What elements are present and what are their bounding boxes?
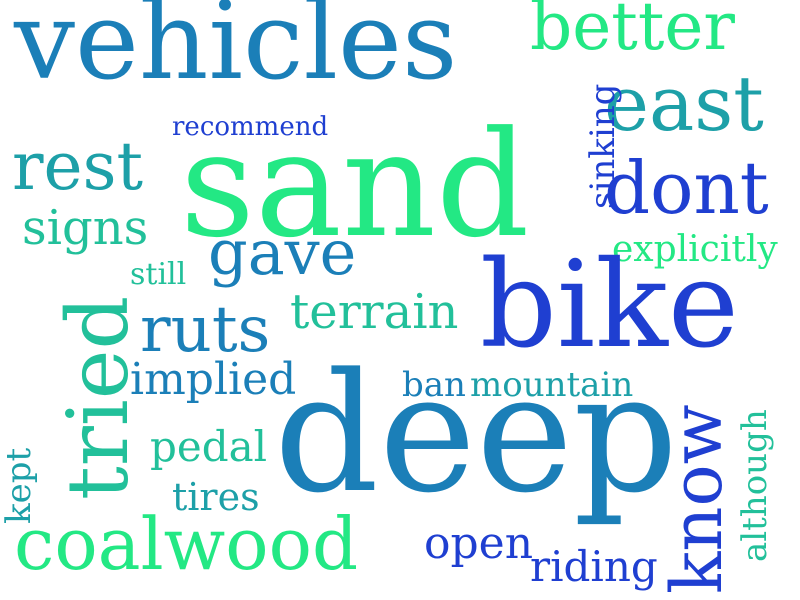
word-implied: implied [130, 354, 297, 405]
word-pedal: pedal [150, 422, 268, 471]
word-riding: riding [530, 542, 658, 591]
word-signs: signs [22, 200, 149, 256]
word-mountain: mountain [470, 365, 634, 405]
word-tried: tried [49, 295, 147, 500]
word-explicitly: explicitly [612, 229, 778, 270]
word-rest: rest [12, 128, 144, 205]
word-know: know [656, 404, 738, 594]
word-sand: sand [180, 100, 530, 270]
word-tires: tires [172, 475, 260, 519]
word-dont: dont [604, 146, 769, 230]
word-still: still [130, 257, 187, 292]
word-ban: ban [402, 365, 466, 405]
word-vehicles: vehicles [14, 0, 458, 104]
word-open: open [424, 518, 534, 569]
word-ruts: ruts [140, 293, 271, 367]
word-deep: deep [274, 338, 679, 529]
word-east: east [604, 59, 764, 148]
word-better: better [530, 0, 735, 65]
word-terrain: terrain [290, 284, 459, 340]
word-coalwood: coalwood [14, 502, 359, 586]
word-although: although [735, 409, 775, 562]
word-recommend: recommend [172, 112, 329, 142]
word-gave: gave [208, 216, 357, 289]
word-bike: bike [480, 236, 739, 375]
